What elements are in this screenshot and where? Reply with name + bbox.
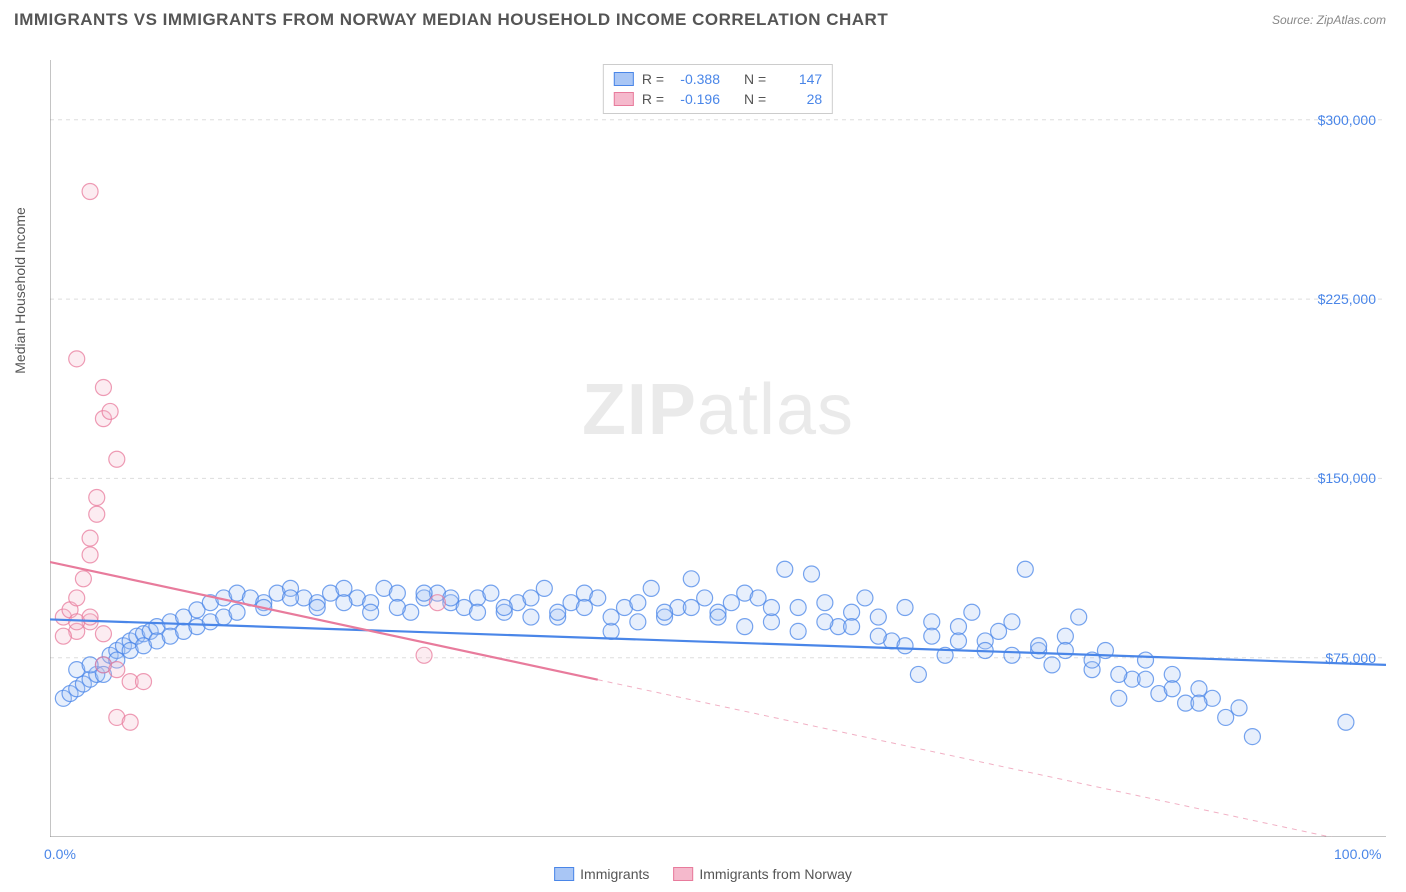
y-tick-label: $75,000 [1325, 650, 1376, 666]
correlation-legend-row-1: R = -0.196 N = 28 [614, 89, 822, 109]
header: IMMIGRANTS VS IMMIGRANTS FROM NORWAY MED… [0, 0, 1406, 38]
x-tick-label: 0.0% [44, 846, 76, 862]
y-tick-label: $300,000 [1318, 112, 1376, 128]
legend-swatch-immigrants [614, 72, 634, 86]
r-label: R = [642, 91, 664, 107]
y-axis-label: Median Household Income [12, 207, 28, 374]
legend-label-norway: Immigrants from Norway [699, 866, 851, 882]
r-value-1: -0.196 [672, 91, 720, 107]
legend-item-immigrants: Immigrants [554, 866, 649, 882]
r-value-0: -0.388 [672, 71, 720, 87]
n-label: N = [744, 71, 766, 87]
correlation-legend-row-0: R = -0.388 N = 147 [614, 69, 822, 89]
legend-swatch-norway-icon [673, 867, 693, 881]
n-value-0: 147 [774, 71, 822, 87]
r-label: R = [642, 71, 664, 87]
y-tick-label: $225,000 [1318, 291, 1376, 307]
x-tick-label: 100.0% [1334, 846, 1381, 862]
legend-swatch-norway [614, 92, 634, 106]
y-tick-label: $150,000 [1318, 470, 1376, 486]
legend-label-immigrants: Immigrants [580, 866, 649, 882]
n-label: N = [744, 91, 766, 107]
chart-area: Median Household Income R = -0.388 N = 1… [50, 60, 1386, 837]
correlation-legend: R = -0.388 N = 147 R = -0.196 N = 28 [603, 64, 833, 114]
legend-swatch-immigrants-icon [554, 867, 574, 881]
scatter-plot [50, 60, 1386, 837]
legend-item-norway: Immigrants from Norway [673, 866, 851, 882]
source-attribution: Source: ZipAtlas.com [1272, 13, 1386, 27]
n-value-1: 28 [774, 91, 822, 107]
series-legend: Immigrants Immigrants from Norway [554, 866, 852, 882]
chart-title: IMMIGRANTS VS IMMIGRANTS FROM NORWAY MED… [14, 10, 888, 30]
